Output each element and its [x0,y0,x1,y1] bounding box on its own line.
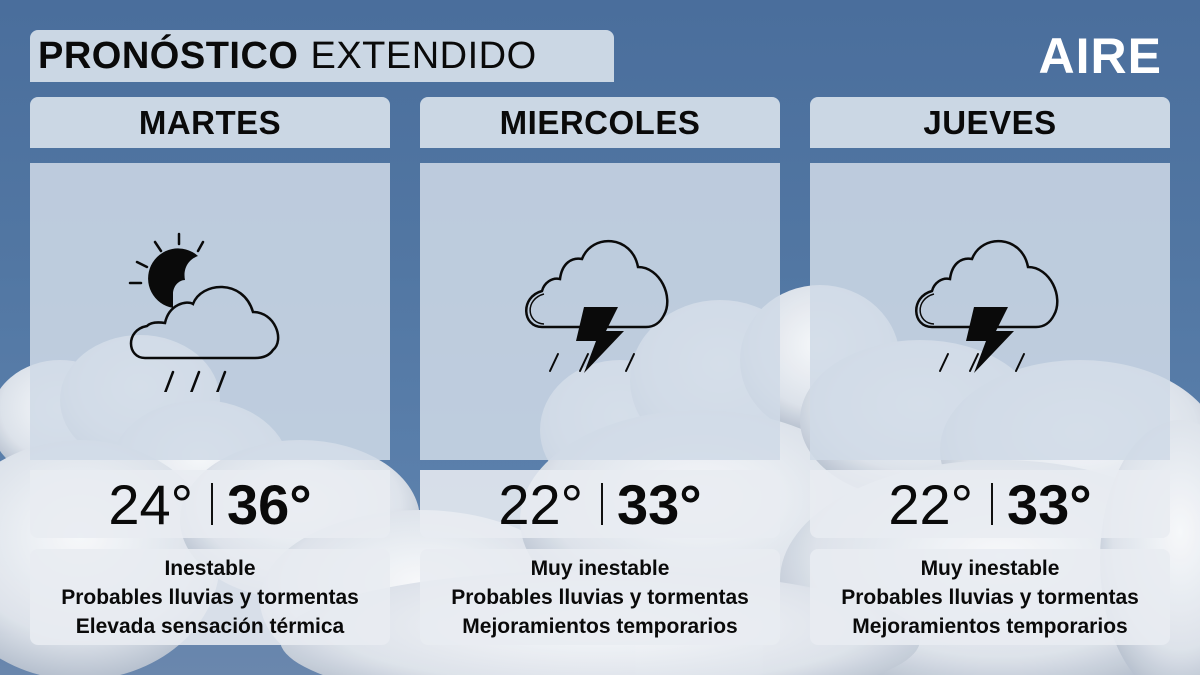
thunderstorm-rain-icon [915,239,1059,373]
temperature-panel: 22° 33° [420,470,780,538]
day-column-martes: MARTES 24° 36° Inestable Probables lluvi [30,97,390,645]
weather-icon-panel [810,163,1170,460]
day-header: JUEVES [810,97,1170,148]
temp-min: 24° [108,472,193,536]
title-light: EXTENDIDO [310,34,537,77]
page-title: PRONÓSTICO EXTENDIDO [30,30,614,82]
temperature-panel: 24° 36° [30,470,390,538]
day-column-jueves: JUEVES 22° 33° Muy inestable Probables l… [810,97,1170,645]
description-line: Inestable [164,556,256,580]
description-line: Elevada sensación térmica [75,614,345,638]
description-panel: Muy inestable Probables lluvias y tormen… [420,549,780,645]
brand-logo: AIRE [1038,28,1162,84]
description-panel: Muy inestable Probables lluvias y tormen… [810,549,1170,645]
day-header: MARTES [30,97,390,148]
temp-separator [991,483,993,525]
description-line: Probables lluvias y tormentas [451,585,749,609]
temp-separator [211,483,213,525]
partly-sunny-rain-icon [128,232,280,392]
weather-icon-panel [30,163,390,460]
description-line: Mejoramientos temporarios [462,614,738,638]
temperature-panel: 22° 33° [810,470,1170,538]
temp-separator [601,483,603,525]
description-panel: Inestable Probables lluvias y tormentas … [30,549,390,645]
description-line: Probables lluvias y tormentas [61,585,359,609]
description-line: Muy inestable [920,556,1060,580]
day-column-miercoles: MIERCOLES 22° 33° Muy inestable Probable… [420,97,780,645]
temp-min: 22° [888,472,973,536]
description-line: Mejoramientos temporarios [852,614,1128,638]
temp-max: 36° [227,472,312,536]
title-bold: PRONÓSTICO [38,34,299,77]
description-line: Probables lluvias y tormentas [841,585,1139,609]
day-header: MIERCOLES [420,97,780,148]
thunderstorm-rain-icon [525,239,669,373]
description-line: Muy inestable [530,556,670,580]
weather-icon-panel [420,163,780,460]
temp-min: 22° [498,472,583,536]
temp-max: 33° [1007,472,1092,536]
temp-max: 33° [617,472,702,536]
